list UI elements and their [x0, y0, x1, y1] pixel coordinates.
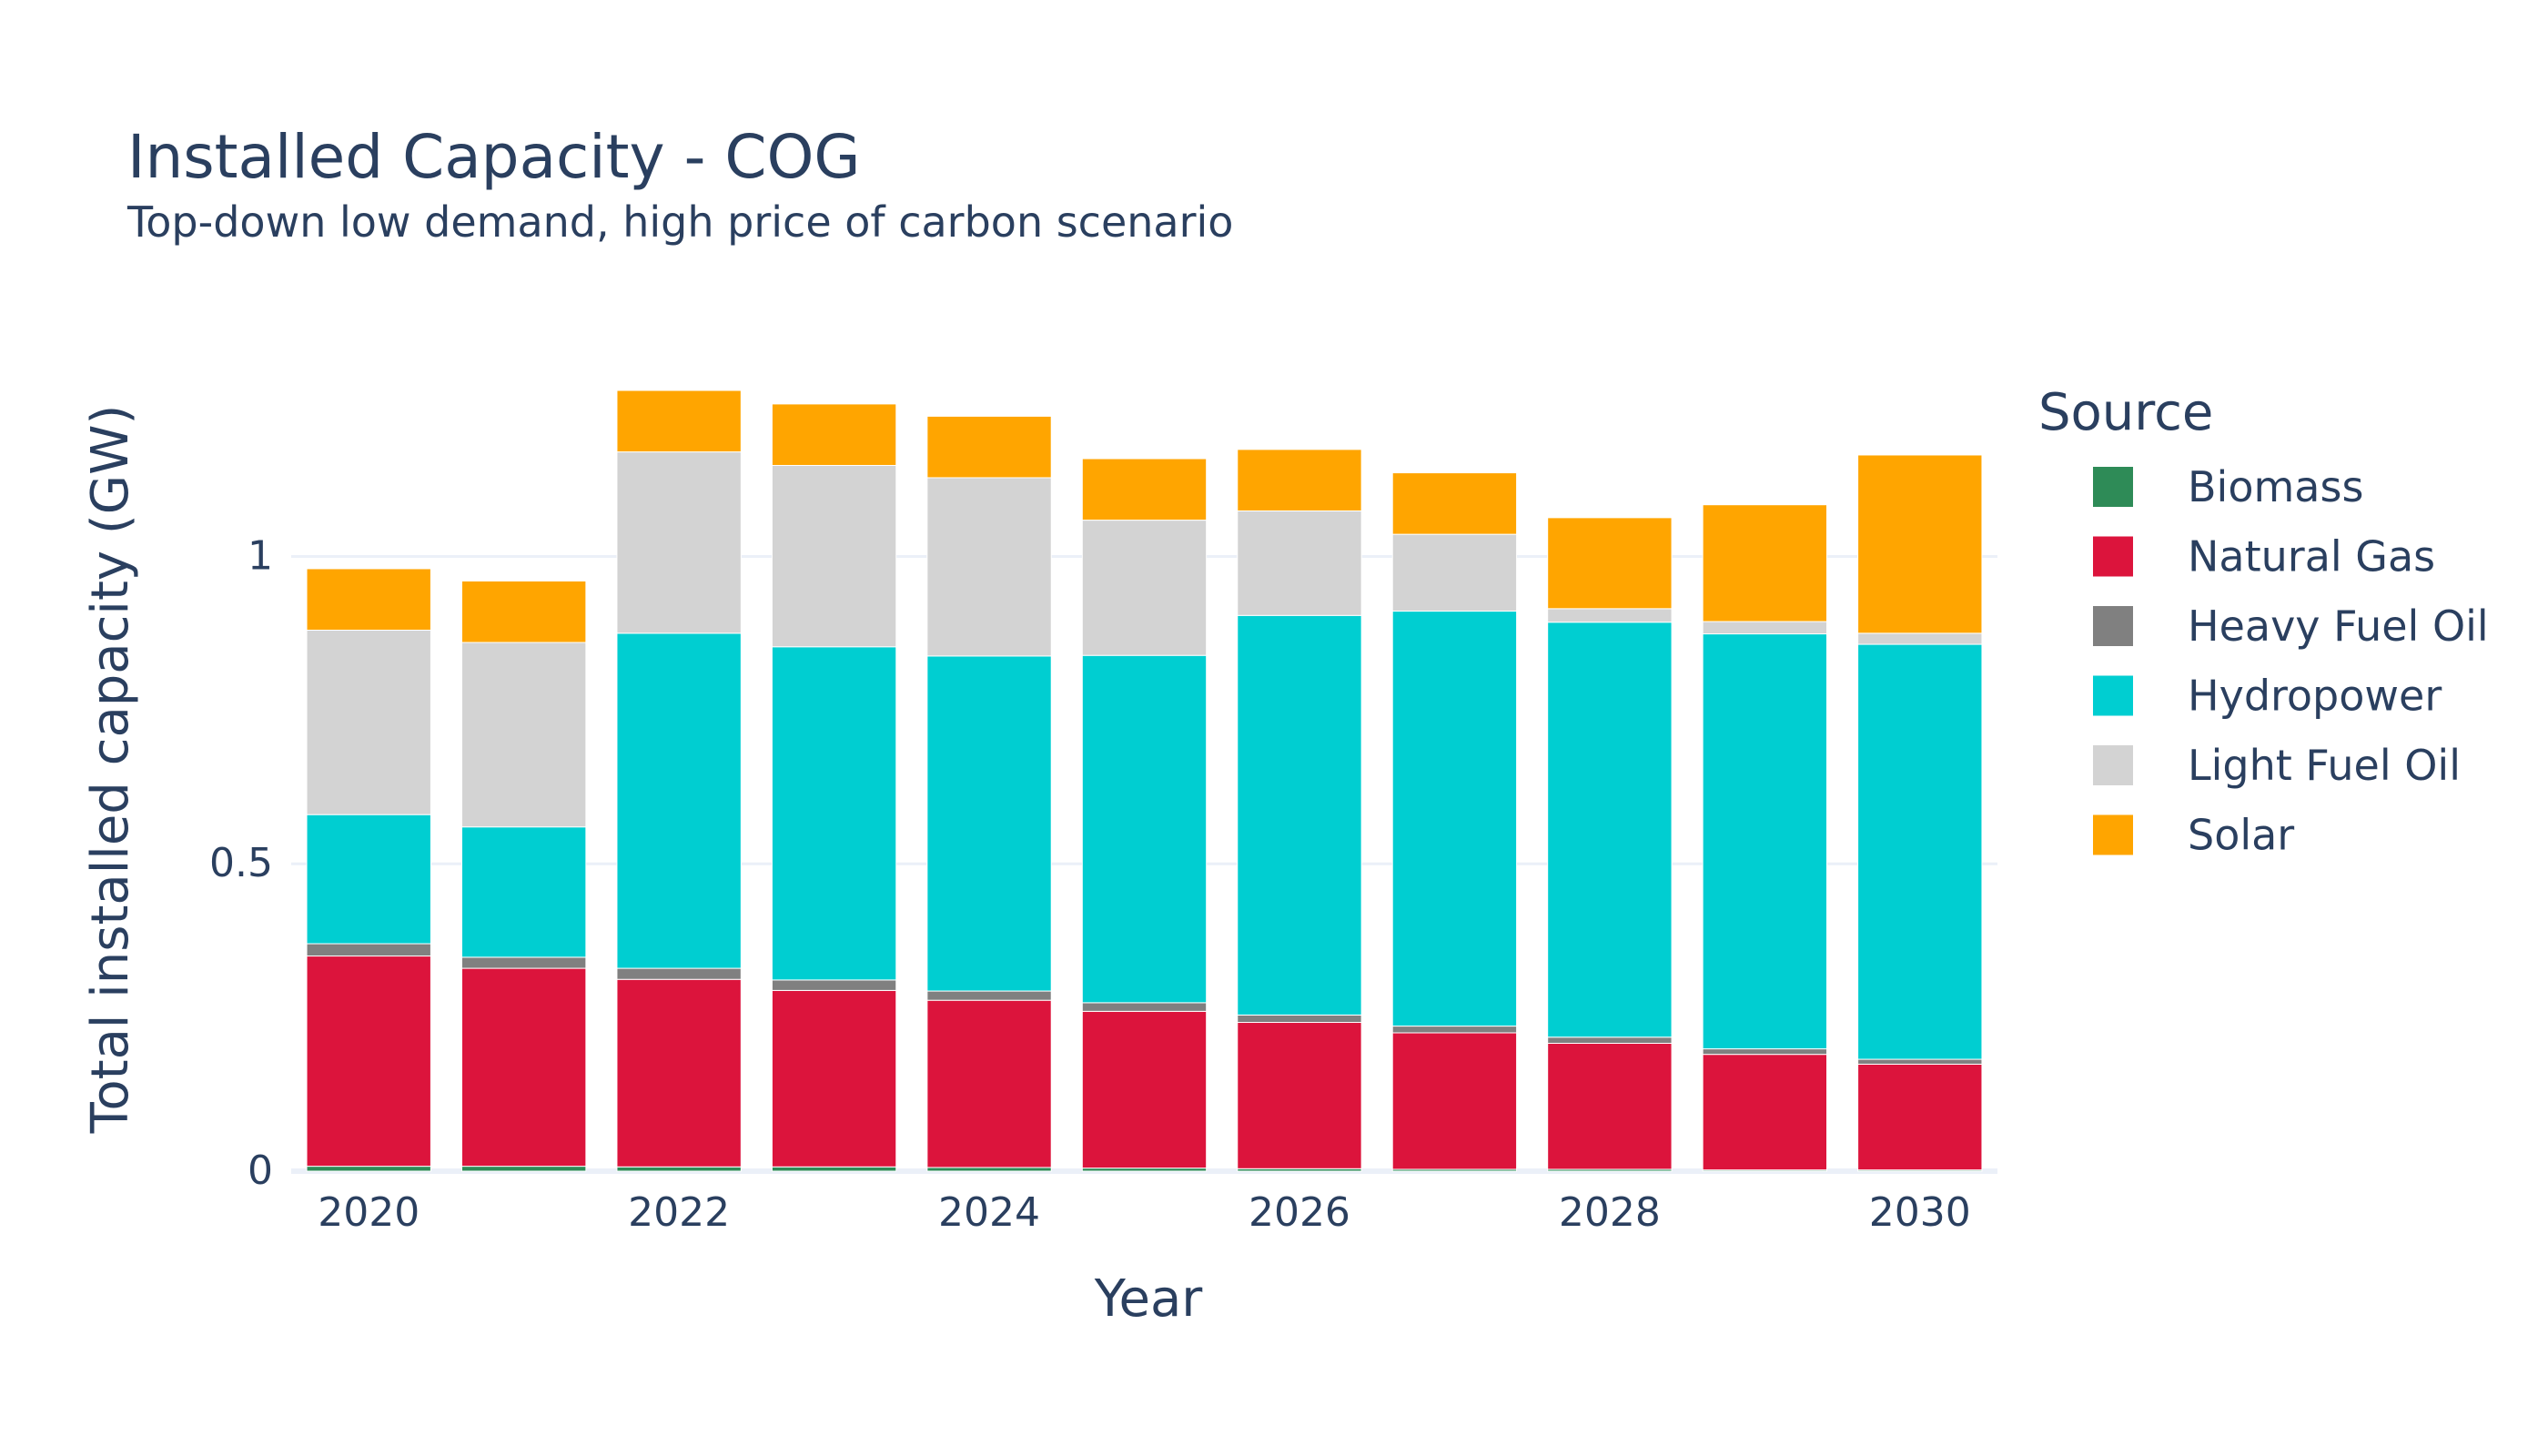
bar-segment-heavy-fuel-oil-2020 — [306, 943, 431, 957]
bar-segment-solar-2030 — [1857, 454, 1983, 634]
y-tick-label: 0 — [248, 1148, 273, 1194]
bar-segment-hydropower-2020 — [306, 814, 431, 945]
legend-swatch-light-fuel-oil — [2093, 745, 2133, 785]
bar-segment-natural-gas-2020 — [306, 956, 431, 1168]
bar-segment-natural-gas-2026 — [1237, 1022, 1362, 1169]
x-tick-label: 2024 — [938, 1189, 1040, 1236]
bar-segment-solar-2028 — [1547, 517, 1673, 610]
bar-segment-biomass-2020 — [306, 1166, 431, 1172]
bar-segment-natural-gas-2025 — [1081, 1010, 1208, 1169]
bar-segment-natural-gas-2030 — [1857, 1063, 1983, 1171]
bar-segment-light-fuel-oil-2023 — [771, 464, 897, 648]
x-tick-label: 2022 — [628, 1189, 730, 1236]
x-axis-title: Year — [1094, 1269, 1204, 1329]
bar-segment-light-fuel-oil-2022 — [616, 451, 742, 634]
y-axis-title: Total installed capacity (GW) — [81, 405, 140, 1135]
legend-swatch-solar — [2093, 814, 2133, 855]
bar-segment-solar-2020 — [306, 568, 431, 632]
x-tick-label: 2028 — [1559, 1189, 1661, 1236]
legend-label-biomass: Biomass — [2188, 462, 2363, 511]
x-tick-label: 2026 — [1249, 1189, 1350, 1236]
bar-segment-heavy-fuel-oil-2027 — [1391, 1026, 1518, 1034]
bar-segment-natural-gas-2027 — [1391, 1032, 1518, 1170]
bar-segment-heavy-fuel-oil-2028 — [1547, 1036, 1673, 1044]
bar-segment-heavy-fuel-oil-2029 — [1702, 1048, 1827, 1056]
bar-segment-light-fuel-oil-2020 — [306, 630, 431, 815]
bar-segment-hydropower-2026 — [1237, 614, 1362, 1016]
bar-segment-heavy-fuel-oil-2021 — [461, 956, 587, 969]
bar-segment-heavy-fuel-oil-2025 — [1081, 1002, 1208, 1012]
bar-segment-solar-2022 — [616, 389, 742, 453]
bar-segment-hydropower-2025 — [1081, 654, 1208, 1004]
x-tick-label: 2020 — [318, 1189, 420, 1236]
bar-segment-solar-2023 — [771, 403, 897, 466]
legend-label-natural-gas: Natural Gas — [2188, 532, 2435, 581]
bar-segment-hydropower-2029 — [1702, 633, 1827, 1050]
bar-segment-light-fuel-oil-2027 — [1391, 533, 1518, 612]
bar-segment-heavy-fuel-oil-2022 — [616, 967, 742, 980]
legend-swatch-heavy-fuel-oil — [2093, 606, 2133, 646]
legend-label-heavy-fuel-oil: Heavy Fuel Oil — [2188, 602, 2489, 651]
legend-title: Source — [2038, 383, 2213, 442]
y-tick-labels: 00.51 — [209, 532, 273, 1194]
bar-segment-natural-gas-2022 — [616, 978, 742, 1168]
bar-segment-light-fuel-oil-2028 — [1547, 608, 1673, 623]
bar-segment-heavy-fuel-oil-2030 — [1857, 1058, 1983, 1065]
bar-segment-heavy-fuel-oil-2026 — [1237, 1014, 1362, 1024]
legend-label-solar: Solar — [2188, 811, 2294, 860]
bar-segment-natural-gas-2028 — [1547, 1042, 1673, 1170]
bar-segment-biomass-2023 — [771, 1166, 897, 1172]
legend-label-hydropower: Hydropower — [2188, 672, 2442, 721]
y-tick-label: 1 — [248, 532, 273, 579]
legend-label-light-fuel-oil: Light Fuel Oil — [2188, 741, 2461, 790]
bar-segment-solar-2021 — [461, 580, 587, 643]
bar-segment-light-fuel-oil-2026 — [1237, 510, 1362, 616]
bar-segment-hydropower-2021 — [461, 826, 587, 958]
legend-swatch-natural-gas — [2093, 536, 2133, 577]
chart-subtitle: Top-down low demand, high price of carbo… — [126, 197, 1233, 247]
bar-segment-heavy-fuel-oil-2023 — [771, 979, 897, 991]
x-tick-label: 2030 — [1869, 1189, 1971, 1236]
bar-segment-hydropower-2024 — [926, 655, 1052, 992]
bar-segment-biomass-2025 — [1081, 1168, 1208, 1172]
bar-segment-biomass-2022 — [616, 1166, 742, 1172]
bar-segment-hydropower-2028 — [1547, 622, 1673, 1038]
bar-segment-light-fuel-oil-2021 — [461, 642, 587, 828]
bar-segment-hydropower-2027 — [1391, 611, 1518, 1027]
bar-segment-hydropower-2022 — [616, 632, 742, 969]
bars — [306, 389, 1983, 1172]
bar-segment-light-fuel-oil-2024 — [926, 477, 1052, 657]
legend: Source Biomass Natural Gas Heavy Fuel Oil H… — [2038, 383, 2489, 860]
bar-segment-heavy-fuel-oil-2024 — [926, 990, 1052, 1001]
bar-segment-solar-2025 — [1081, 458, 1208, 521]
legend-swatch-hydropower — [2093, 675, 2133, 716]
bar-segment-biomass-2024 — [926, 1167, 1052, 1172]
y-tick-label: 0.5 — [209, 840, 273, 886]
bar-segment-natural-gas-2021 — [461, 967, 587, 1168]
legend-swatch-biomass — [2093, 467, 2133, 507]
bar-segment-solar-2029 — [1702, 504, 1827, 622]
bar-segment-light-fuel-oil-2030 — [1857, 632, 1983, 645]
bar-segment-light-fuel-oil-2029 — [1702, 621, 1827, 635]
bar-segment-biomass-2021 — [461, 1166, 587, 1172]
bar-segment-hydropower-2023 — [771, 646, 897, 981]
bar-segment-hydropower-2030 — [1857, 643, 1983, 1060]
chart-title: Installed Capacity - COG — [127, 122, 861, 192]
bar-segment-natural-gas-2029 — [1702, 1054, 1827, 1171]
x-tick-labels: 2020 2022 2024 2026 2028 2030 — [318, 1189, 1971, 1236]
bar-segment-solar-2024 — [926, 415, 1052, 479]
bar-segment-solar-2026 — [1237, 449, 1362, 511]
bar-segment-solar-2027 — [1391, 472, 1518, 535]
bar-segment-light-fuel-oil-2025 — [1081, 520, 1208, 656]
bar-segment-natural-gas-2023 — [771, 989, 897, 1168]
bar-segment-natural-gas-2024 — [926, 999, 1052, 1168]
